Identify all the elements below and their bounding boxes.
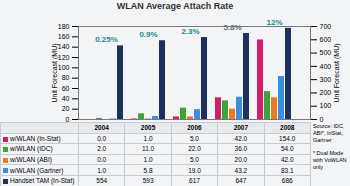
- html-text:5.0: 5.0: [190, 134, 199, 142]
- svg-text:100: 100: [58, 64, 70, 71]
- html-text:19.0: 19.0: [188, 166, 201, 174]
- svg-text:Unit Forecast (MU): Unit Forecast (MU): [333, 43, 341, 102]
- svg-text:0: 0: [320, 116, 324, 122]
- html-text:0.0: 0.0: [97, 156, 107, 164]
- svg-text:5.8%: 5.8%: [223, 23, 241, 32]
- html-text:686: 686: [281, 177, 293, 185]
- svg-text:180: 180: [58, 23, 70, 30]
- svg-text:0.25%: 0.25%: [95, 35, 118, 44]
- svg-text:40: 40: [62, 95, 70, 102]
- svg-text:60: 60: [62, 85, 70, 92]
- svg-text:140: 140: [58, 43, 70, 50]
- html-text:83.1: 83.1: [280, 166, 294, 174]
- html-text:42.0: 42.0: [280, 156, 294, 164]
- svg-text:12%: 12%: [266, 18, 282, 27]
- html-text:42.0: 42.0: [234, 134, 248, 142]
- html-text:5.0: 5.0: [190, 156, 199, 164]
- html-text:w/WLAN (In-Stat): w/WLAN (In-Stat): [10, 134, 61, 142]
- html-text:554: 554: [96, 177, 108, 185]
- html-text:* Dual Mode with VoWLAN only: * Dual Mode with VoWLAN only: [313, 149, 347, 170]
- html-text:154.0: 154.0: [279, 134, 296, 142]
- svg-text:120: 120: [58, 54, 70, 61]
- html-text:36.0: 36.0: [234, 145, 248, 153]
- html-text:2006: 2006: [187, 124, 202, 132]
- svg-text:0: 0: [66, 116, 70, 122]
- svg-text:160: 160: [58, 33, 70, 40]
- svg-text:20: 20: [62, 105, 70, 112]
- html-text:1.0: 1.0: [143, 134, 153, 142]
- svg-text:400: 400: [320, 63, 332, 70]
- html-text:0.0: 0.0: [97, 134, 107, 142]
- html-text:w/WLAN (ABI): w/WLAN (ABI): [10, 156, 52, 164]
- html-text:Handset TAM (In-Stat): Handset TAM (In-Stat): [10, 177, 75, 185]
- svg-text:Unit Forecast (MU): Unit Forecast (MU): [51, 43, 59, 102]
- svg-text:200: 200: [320, 89, 332, 96]
- svg-text:2.3%: 2.3%: [181, 27, 199, 36]
- html-text:11.0: 11.0: [142, 145, 155, 153]
- html-text:1.0: 1.0: [97, 166, 107, 174]
- html-text:20.0: 20.0: [234, 156, 248, 164]
- svg-text:600: 600: [320, 36, 332, 43]
- svg-text:500: 500: [320, 49, 332, 56]
- svg-text:80: 80: [62, 74, 70, 81]
- html-text:1.0: 1.0: [143, 156, 153, 164]
- html-text:647: 647: [235, 177, 247, 185]
- html-text:2004: 2004: [94, 124, 109, 132]
- svg-text:300: 300: [320, 76, 332, 83]
- html-text:617: 617: [189, 177, 200, 185]
- html-text:54.0: 54.0: [280, 145, 294, 153]
- html-text:WLAN Average Attach Rate: WLAN Average Attach Rate: [116, 1, 234, 11]
- html-text:2005: 2005: [140, 124, 156, 132]
- html-text:2.0: 2.0: [97, 145, 107, 153]
- html-text:Source: IDC, ABI*, InStat, Gar: Source: IDC, ABI*, InStat, Gartner: [313, 122, 345, 143]
- html-text:43.2: 43.2: [234, 166, 248, 174]
- html-text:593: 593: [142, 177, 154, 185]
- html-text:22.0: 22.0: [188, 145, 201, 153]
- html-text:w/WLAN (IDC): w/WLAN (IDC): [10, 145, 53, 153]
- html-text:w/WLAN (Gartner): w/WLAN (Gartner): [10, 166, 64, 174]
- svg-text:0.9%: 0.9%: [139, 30, 157, 39]
- html-text:5.8: 5.8: [143, 166, 153, 174]
- html-text:2007: 2007: [233, 124, 249, 132]
- svg-text:100: 100: [320, 102, 332, 109]
- svg-text:700: 700: [320, 23, 332, 30]
- html-text:2008: 2008: [280, 124, 295, 132]
